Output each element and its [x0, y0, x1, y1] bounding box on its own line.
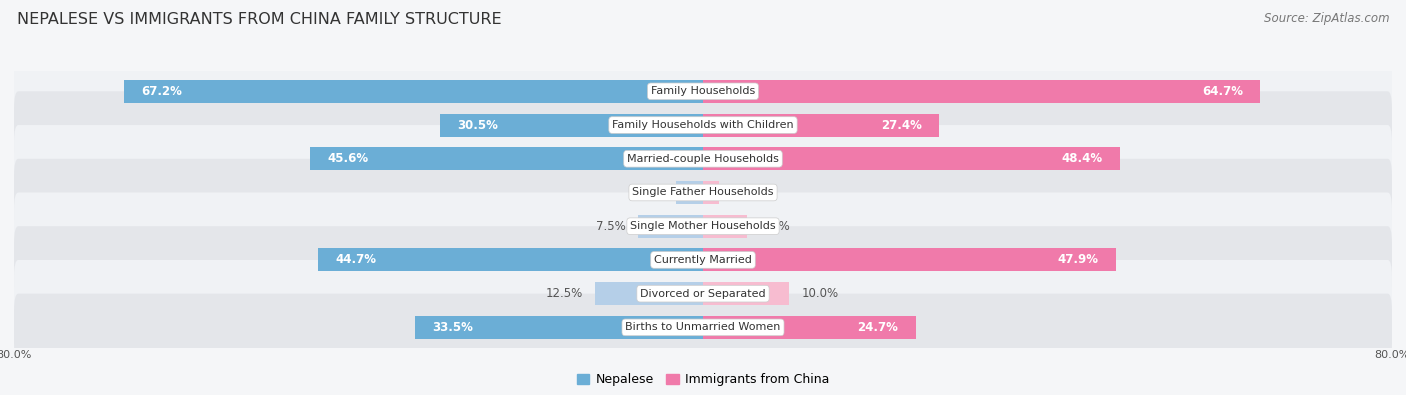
Text: Family Households: Family Households [651, 87, 755, 96]
Text: Family Households with Children: Family Households with Children [612, 120, 794, 130]
Text: Divorced or Separated: Divorced or Separated [640, 289, 766, 299]
Text: Single Father Households: Single Father Households [633, 188, 773, 198]
FancyBboxPatch shape [14, 260, 1392, 327]
Bar [311, 147, 703, 170]
Bar [440, 114, 703, 137]
Text: 12.5%: 12.5% [546, 287, 582, 300]
Bar [703, 215, 747, 238]
Text: 64.7%: 64.7% [1202, 85, 1243, 98]
FancyBboxPatch shape [14, 125, 1392, 192]
Bar [703, 114, 939, 137]
Text: NEPALESE VS IMMIGRANTS FROM CHINA FAMILY STRUCTURE: NEPALESE VS IMMIGRANTS FROM CHINA FAMILY… [17, 12, 502, 27]
Bar [318, 248, 703, 271]
Bar [638, 215, 703, 238]
FancyBboxPatch shape [14, 159, 1392, 226]
Text: 48.4%: 48.4% [1062, 152, 1102, 165]
FancyBboxPatch shape [14, 293, 1392, 361]
FancyBboxPatch shape [14, 192, 1392, 260]
Bar [703, 282, 789, 305]
Text: Source: ZipAtlas.com: Source: ZipAtlas.com [1264, 12, 1389, 25]
Text: 45.6%: 45.6% [328, 152, 368, 165]
Legend: Nepalese, Immigrants from China: Nepalese, Immigrants from China [572, 368, 834, 391]
Bar [124, 80, 703, 103]
Bar [595, 282, 703, 305]
Text: Single Mother Households: Single Mother Households [630, 221, 776, 231]
Text: Births to Unmarried Women: Births to Unmarried Women [626, 322, 780, 332]
Bar [703, 147, 1119, 170]
Text: 30.5%: 30.5% [457, 118, 499, 132]
Bar [703, 181, 718, 204]
Bar [703, 248, 1115, 271]
Text: 47.9%: 47.9% [1057, 254, 1098, 267]
Text: 67.2%: 67.2% [142, 85, 183, 98]
Text: 27.4%: 27.4% [882, 118, 922, 132]
FancyBboxPatch shape [14, 226, 1392, 293]
Text: 44.7%: 44.7% [335, 254, 377, 267]
Text: Married-couple Households: Married-couple Households [627, 154, 779, 164]
Bar [676, 181, 703, 204]
Text: 33.5%: 33.5% [432, 321, 472, 334]
Text: 1.8%: 1.8% [731, 186, 761, 199]
FancyBboxPatch shape [14, 91, 1392, 159]
Bar [703, 316, 915, 339]
Text: 24.7%: 24.7% [858, 321, 898, 334]
Text: Currently Married: Currently Married [654, 255, 752, 265]
Bar [415, 316, 703, 339]
FancyBboxPatch shape [14, 58, 1392, 125]
Text: 3.1%: 3.1% [634, 186, 664, 199]
Text: 5.1%: 5.1% [759, 220, 790, 233]
Bar [703, 80, 1260, 103]
Text: 10.0%: 10.0% [801, 287, 839, 300]
Text: 7.5%: 7.5% [596, 220, 626, 233]
